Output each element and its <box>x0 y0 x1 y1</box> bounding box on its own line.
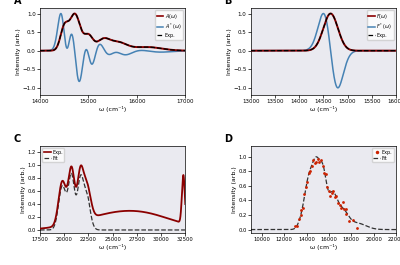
Point <box>330 189 336 193</box>
Point <box>354 226 360 230</box>
Point <box>341 207 347 211</box>
Point <box>294 223 300 228</box>
Point <box>318 158 324 162</box>
Point <box>298 207 304 212</box>
Point <box>327 194 334 198</box>
Point <box>342 212 349 217</box>
Y-axis label: Intensity (arb.): Intensity (arb.) <box>16 28 21 75</box>
Text: B: B <box>224 0 232 6</box>
Point <box>313 160 320 164</box>
Legend: $A(\omega)$, $A^*(\omega)$, Exp.: $A(\omega)$, $A^*(\omega)$, Exp. <box>155 10 183 39</box>
Point <box>321 171 327 176</box>
Point <box>350 218 356 223</box>
Point <box>306 171 312 175</box>
Point <box>292 224 299 228</box>
Legend: $F(\omega)$, $F^*(\omega)$, Exp.: $F(\omega)$, $F^*(\omega)$, Exp. <box>366 10 394 39</box>
Point <box>301 192 307 196</box>
Legend: Exp., Fit: Exp., Fit <box>372 148 394 162</box>
Point <box>299 206 306 210</box>
Point <box>332 195 338 199</box>
Point <box>308 164 315 169</box>
X-axis label: ω (cm⁻¹): ω (cm⁻¹) <box>310 244 337 250</box>
Point <box>319 164 326 168</box>
Text: A: A <box>14 0 21 6</box>
Point <box>326 189 332 193</box>
Text: C: C <box>14 134 21 144</box>
Point <box>322 172 329 176</box>
Point <box>333 194 340 198</box>
Point <box>336 203 343 207</box>
Point <box>342 207 349 211</box>
Y-axis label: Intensity (arb.): Intensity (arb.) <box>21 166 26 213</box>
Point <box>304 180 310 184</box>
Point <box>340 200 346 204</box>
Point <box>329 191 335 195</box>
Point <box>307 169 314 173</box>
Point <box>346 218 353 223</box>
Point <box>315 157 321 162</box>
Point <box>316 160 323 165</box>
X-axis label: ω (cm⁻¹): ω (cm⁻¹) <box>310 106 337 112</box>
X-axis label: ω (cm⁻¹): ω (cm⁻¹) <box>99 244 126 250</box>
Y-axis label: Intensity (arb.): Intensity (arb.) <box>227 28 232 75</box>
Point <box>324 185 330 189</box>
Text: D: D <box>224 134 232 144</box>
Point <box>302 185 309 189</box>
Point <box>296 217 302 221</box>
Point <box>335 201 341 205</box>
X-axis label: ω (cm⁻¹): ω (cm⁻¹) <box>99 106 126 112</box>
Legend: Exp., Fit: Exp., Fit <box>42 148 64 162</box>
Point <box>298 213 304 217</box>
Y-axis label: Intensity (arb.): Intensity (arb.) <box>232 166 237 213</box>
Point <box>310 158 316 162</box>
Point <box>312 161 318 166</box>
Point <box>338 206 344 210</box>
